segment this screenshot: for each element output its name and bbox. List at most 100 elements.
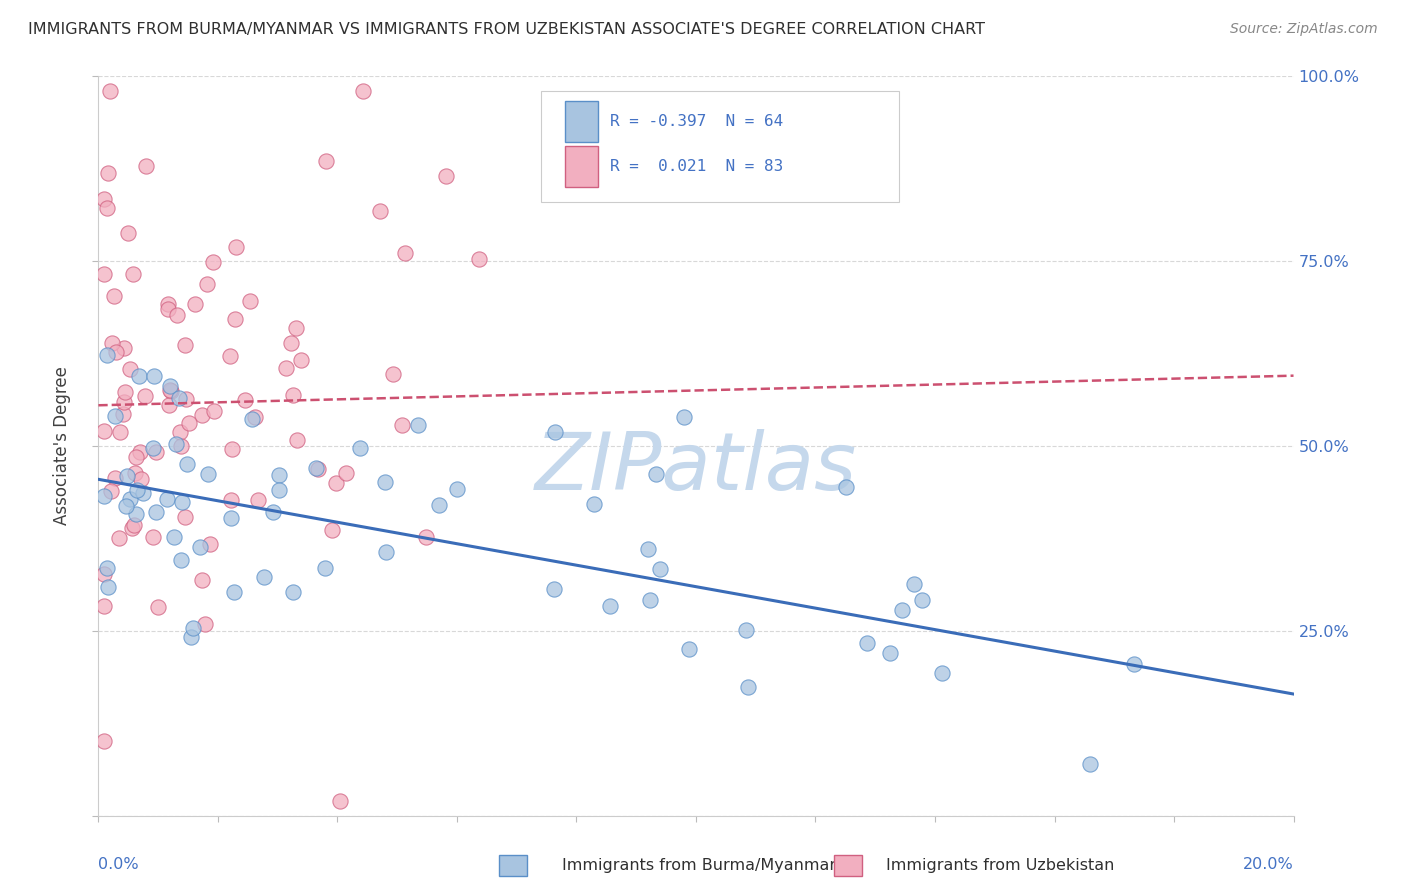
Point [202,254,225,268]
Point [112,408,135,422]
Point [146,600,169,615]
Point [135,159,157,173]
Point [370,203,392,218]
Point [96,348,118,362]
Point [132,486,155,500]
Point [97,166,120,180]
Point [93,489,115,503]
Point [391,418,413,433]
Point [121,521,143,535]
Point [195,277,218,291]
Text: 0.0%: 0.0% [98,857,139,871]
Point [156,297,179,311]
Point [122,267,145,281]
Text: Immigrants from Uzbekistan: Immigrants from Uzbekistan [886,858,1114,872]
Point [96,561,118,575]
Point [280,335,302,350]
Point [101,336,124,351]
Point [678,642,700,657]
Point [835,479,858,493]
Point [122,518,145,533]
Point [325,475,347,490]
Point [198,537,221,551]
Point [233,392,256,407]
Point [97,580,120,594]
Point [145,505,167,519]
Point [931,666,953,681]
Point [645,467,668,481]
Point [112,341,135,355]
Point [253,570,276,584]
Point [737,680,759,694]
Point [180,630,202,644]
Point [221,442,243,457]
Text: R =  0.021  N = 83: R = 0.021 N = 83 [610,159,783,174]
Point [159,383,181,397]
Point [108,531,131,545]
Point [321,523,343,537]
Point [156,491,179,506]
Point [1123,657,1146,671]
Point [105,345,128,359]
Point [100,484,122,499]
Point [243,409,266,424]
Point [281,585,304,599]
Text: ZIPatlas: ZIPatlas [534,429,858,508]
Point [468,252,491,266]
Point [879,646,901,660]
Point [434,169,457,183]
Point [290,353,312,368]
Point [1078,757,1101,772]
Point [96,201,118,215]
Point [225,239,247,253]
Point [191,408,214,422]
Point [118,492,141,507]
Point [329,794,352,808]
Text: Source: ZipAtlas.com: Source: ZipAtlas.com [1230,22,1378,37]
Point [224,312,246,326]
Point [307,462,329,476]
Point [429,498,451,512]
Point [599,599,621,613]
Point [349,441,371,455]
Text: R = -0.397  N = 64: R = -0.397 N = 64 [610,114,783,129]
Point [381,368,404,382]
Point [305,461,328,475]
Point [125,483,148,498]
Text: IMMIGRANTS FROM BURMA/MYANMAR VS IMMIGRANTS FROM UZBEKISTAN ASSOCIATE'S DEGREE C: IMMIGRANTS FROM BURMA/MYANMAR VS IMMIGRA… [28,22,986,37]
Y-axis label: Associate's Degree: Associate's Degree [53,367,72,525]
Point [283,388,305,402]
Point [125,450,148,464]
Point [637,542,659,557]
Point [142,442,165,456]
Point [911,592,934,607]
Point [174,392,197,406]
Point [285,320,308,334]
Point [93,193,115,207]
Point [170,553,193,567]
Point [104,471,127,485]
Point [160,384,183,398]
Point [128,368,150,383]
Point [638,592,661,607]
Point [262,505,284,519]
Text: Immigrants from Burma/Myanmar: Immigrants from Burma/Myanmar [562,858,837,872]
Point [314,561,336,575]
Point [193,617,215,632]
Point [125,508,148,522]
Point [93,425,115,439]
Point [93,599,115,614]
Point [143,369,166,384]
Point [352,84,374,98]
FancyBboxPatch shape [565,145,598,186]
Point [240,411,263,425]
Point [672,410,695,425]
Point [108,425,131,440]
Point [157,301,180,316]
Text: 20.0%: 20.0% [1243,857,1294,871]
Point [118,362,141,376]
Point [239,293,262,308]
Point [394,245,416,260]
Point [374,475,396,490]
Point [285,433,308,447]
